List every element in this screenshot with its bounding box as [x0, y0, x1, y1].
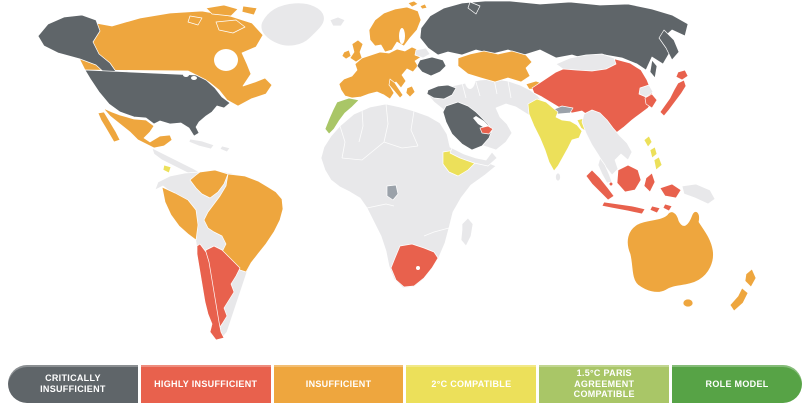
country-gabon[interactable]: [386, 184, 399, 201]
asia-borders: [461, 78, 512, 99]
world-map: [37, 0, 757, 341]
country-costa-rica[interactable]: [162, 164, 172, 174]
country-south-korea[interactable]: [644, 93, 658, 109]
region-southeast-asia[interactable]: [581, 109, 633, 176]
country-indonesia-java[interactable]: [601, 201, 646, 215]
country-italy[interactable]: [388, 78, 404, 99]
country-indonesia-papua[interactable]: [659, 183, 682, 199]
country-india[interactable]: [527, 98, 583, 172]
legend-label: INSUFFICIENT: [305, 378, 372, 389]
legend-label: ROLE MODEL: [705, 378, 769, 389]
legend-label: 2°C COMPATIBLE: [431, 378, 512, 389]
country-usa-alaska[interactable]: [37, 14, 118, 77]
country-singapore[interactable]: [608, 181, 614, 187]
persian-gulf: [473, 116, 490, 129]
baltic-sea: [399, 28, 405, 44]
region-central-america[interactable]: [151, 147, 200, 177]
country-south-africa[interactable]: [390, 243, 439, 288]
legend-label: 1.5°C PARIS AGREEMENT COMPATIBLE: [573, 367, 635, 400]
country-greenland[interactable]: [260, 2, 325, 47]
country-usa[interactable]: [84, 69, 231, 137]
africa-borders: [339, 103, 450, 237]
hudson-bay: [214, 49, 238, 71]
country-kazakhstan[interactable]: [457, 50, 533, 83]
country-ireland[interactable]: [341, 49, 352, 60]
country-turkey[interactable]: [426, 84, 457, 100]
country-japan[interactable]: [659, 79, 687, 117]
legend-label: HIGHLY INSUFFICIENT: [154, 378, 258, 389]
country-russia-novaya-zemlya[interactable]: [467, 1, 481, 15]
black-sea: [431, 75, 455, 85]
country-russia-kamchatka[interactable]: [658, 29, 680, 61]
legend-insufficient: INSUFFICIENT: [273, 365, 404, 403]
legend-label: CRITICALLY INSUFFICIENT: [40, 373, 106, 394]
country-papua-new-guinea[interactable]: [681, 183, 716, 205]
region-scandinavia[interactable]: [368, 6, 422, 53]
legend-1-5c-paris-agreement-compatible: 1.5°C PARIS AGREEMENT COMPATIBLE: [539, 365, 670, 403]
country-mongolia[interactable]: [555, 53, 617, 72]
country-uk[interactable]: [349, 39, 364, 63]
great-lakes-2: [191, 76, 197, 80]
country-iceland[interactable]: [329, 16, 346, 27]
country-canada-arctic-islands[interactable]: [187, 4, 258, 34]
legend-2c-compatible: 2°C COMPATIBLE: [406, 365, 537, 403]
country-brazil[interactable]: [203, 173, 284, 273]
country-saudi-arabia[interactable]: [442, 101, 493, 151]
country-russia-sakhalin[interactable]: [649, 59, 658, 79]
country-greece[interactable]: [405, 85, 416, 98]
great-lakes: [183, 73, 189, 77]
country-mexico-baja[interactable]: [97, 111, 121, 143]
country-uae[interactable]: [479, 125, 494, 135]
country-cuba[interactable]: [188, 138, 215, 150]
country-morocco[interactable]: [324, 97, 360, 135]
country-belarus[interactable]: [414, 47, 431, 59]
world-map-svg: [37, 0, 757, 341]
country-mexico[interactable]: [102, 107, 173, 149]
rating-legend: CRITICALLY INSUFFICIENT HIGHLY INSUFFICI…: [8, 365, 802, 403]
country-japan-hokkaido[interactable]: [675, 69, 689, 81]
country-colombia[interactable]: [189, 169, 229, 199]
country-new-zealand[interactable]: [729, 268, 757, 312]
country-australia-tasmania[interactable]: [682, 298, 694, 308]
country-sri-lanka[interactable]: [555, 172, 561, 182]
country-hispaniola[interactable]: [219, 145, 231, 153]
country-madagascar[interactable]: [460, 217, 474, 247]
country-chile[interactable]: [196, 243, 225, 341]
svalbard-islands[interactable]: [407, 0, 428, 10]
country-philippines[interactable]: [643, 135, 663, 171]
country-indonesia-sulawesi[interactable]: [643, 172, 673, 214]
lesotho-cutout: [416, 266, 420, 270]
region-yemen-oman[interactable]: [449, 147, 498, 167]
legend-critically-insufficient: CRITICALLY INSUFFICIENT: [8, 365, 138, 403]
legend-role-model: ROLE MODEL: [672, 365, 802, 403]
country-australia[interactable]: [627, 211, 714, 293]
legend-highly-insufficient: HIGHLY INSUFFICIENT: [140, 365, 271, 403]
country-ukraine[interactable]: [416, 56, 447, 77]
country-indonesia-borneo[interactable]: [616, 164, 642, 193]
country-north-korea[interactable]: [638, 84, 654, 98]
country-indonesia-sumatra[interactable]: [585, 169, 615, 201]
country-peru[interactable]: [161, 186, 199, 241]
